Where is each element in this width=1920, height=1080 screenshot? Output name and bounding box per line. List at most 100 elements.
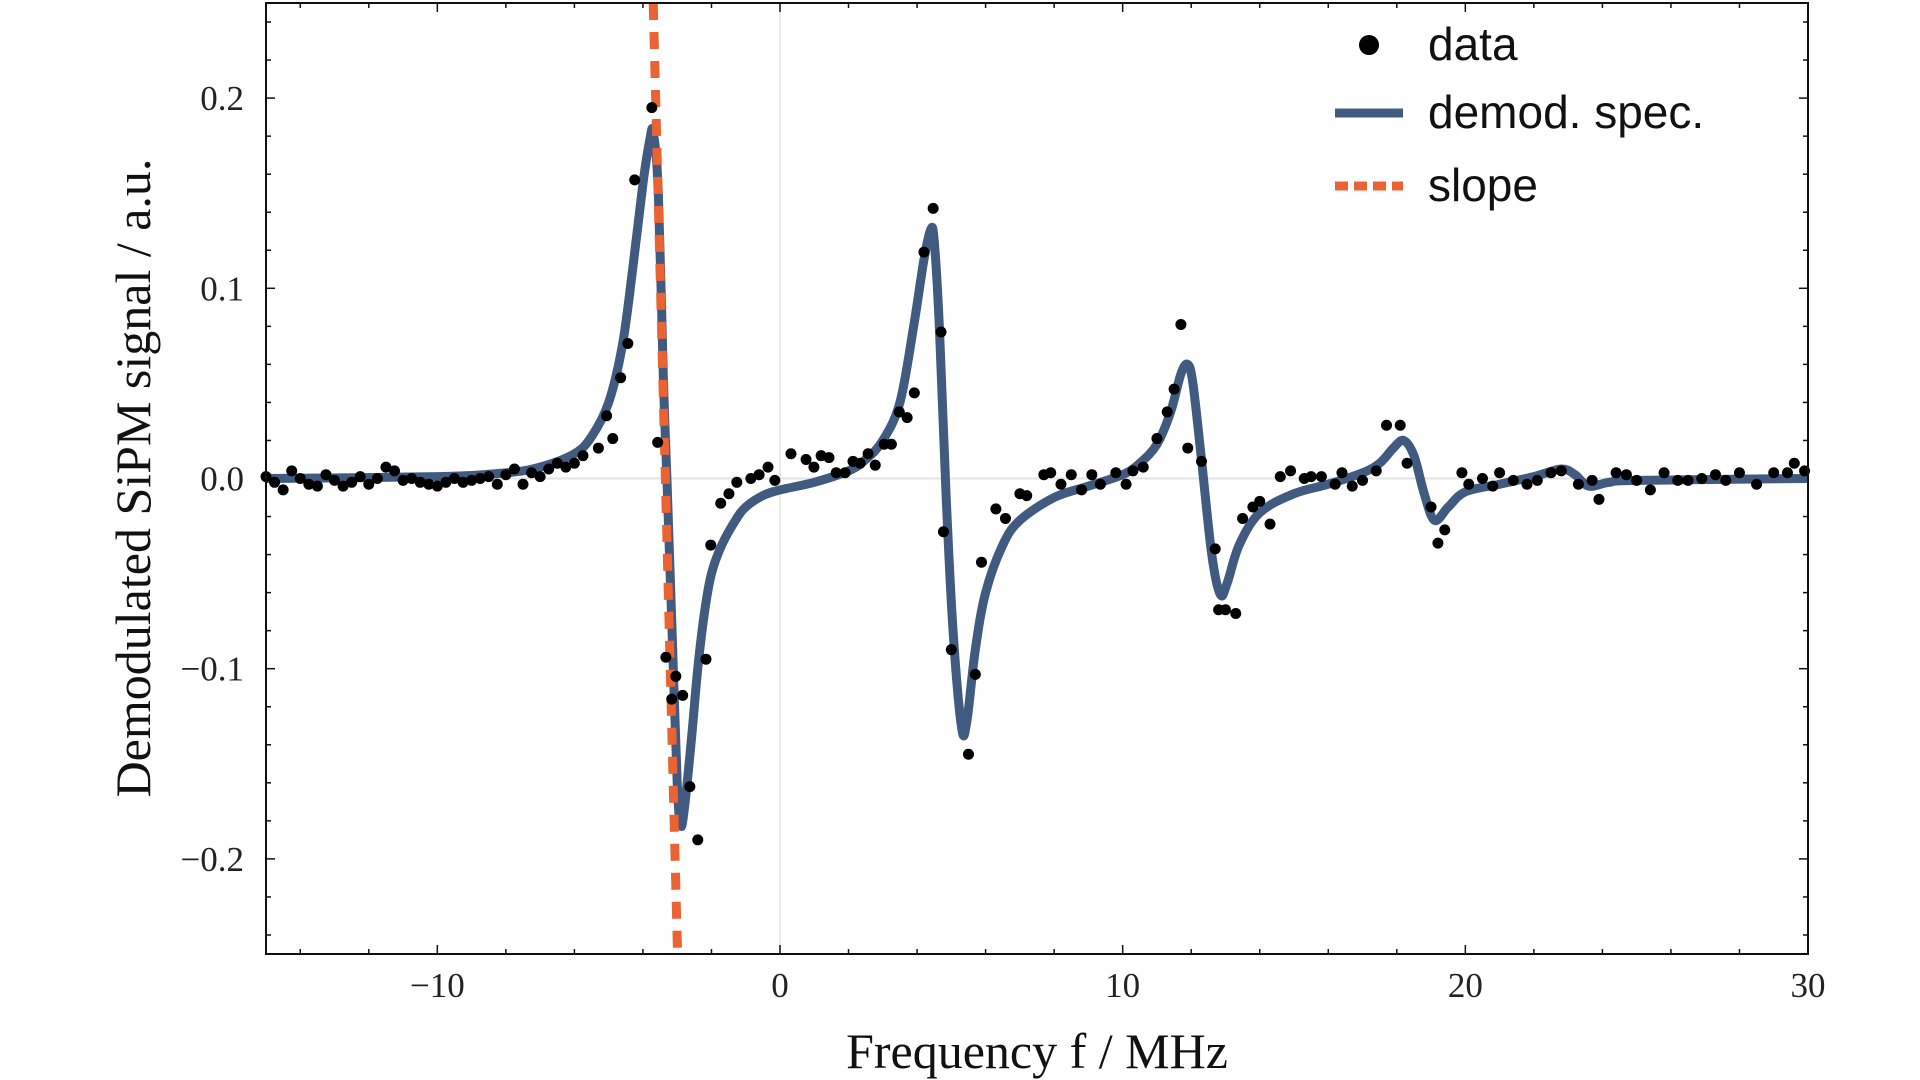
data-point: [303, 478, 315, 490]
data-point: [1781, 467, 1793, 479]
data-point: [935, 326, 947, 338]
data-point: [705, 539, 717, 551]
data-point: [1065, 469, 1077, 481]
plot-frame: [265, 2, 1809, 955]
data-point: [1110, 467, 1122, 479]
data-point: [346, 476, 358, 488]
data-point: [1168, 383, 1180, 395]
data-point: [363, 478, 375, 490]
data-point: [652, 436, 664, 448]
data-point: [1751, 478, 1763, 490]
data-point: [901, 412, 913, 424]
data-point: [560, 461, 572, 473]
data-point: [431, 480, 443, 492]
data-point: [1768, 467, 1780, 479]
x-tick-label: 0: [771, 966, 789, 1005]
data-point: [1644, 484, 1656, 496]
y-tick-label: 0.1: [200, 269, 244, 308]
data-point: [269, 476, 281, 488]
data-point: [1620, 469, 1632, 481]
data-point: [1357, 474, 1369, 486]
legend-slope-label: slope: [1428, 159, 1538, 211]
data-point: [601, 410, 613, 422]
data-point: [1555, 465, 1567, 477]
data-point: [1439, 524, 1451, 536]
data-point: [684, 781, 696, 793]
data-point: [1254, 495, 1266, 507]
data-point: [715, 497, 727, 509]
data-point: [1476, 473, 1488, 484]
data-point: [1545, 467, 1557, 479]
x-tick-label: 30: [1791, 966, 1826, 1005]
x-axis-label: Frequency f / MHz: [846, 1023, 1228, 1079]
data-point: [457, 476, 469, 488]
data-point: [577, 450, 589, 462]
slope-line: [648, 3, 683, 954]
data-point: [1381, 419, 1393, 431]
data-point: [800, 453, 812, 465]
data-point: [1658, 467, 1670, 479]
data-point: [808, 461, 820, 473]
data-point: [1045, 467, 1057, 479]
slope-line-layer: [648, 3, 683, 954]
data-point: [862, 448, 874, 460]
data-point: [869, 459, 881, 471]
data-point: [1463, 478, 1475, 490]
data-point: [1494, 467, 1506, 479]
data-point: [622, 337, 634, 349]
data-point: [491, 478, 503, 490]
fit-curve: [266, 124, 1808, 831]
data-point: [277, 484, 289, 496]
data-point: [908, 387, 920, 399]
data-point: [1720, 474, 1732, 486]
y-tick-label: 0.0: [200, 460, 244, 499]
data-point: [1094, 478, 1106, 490]
data-point: [762, 461, 774, 473]
data-point: [1219, 604, 1231, 616]
data-point: [1175, 318, 1187, 330]
legend-data-label: data: [1428, 18, 1518, 70]
data-point: [1593, 493, 1605, 505]
data-point: [1586, 474, 1598, 486]
data-point: [414, 476, 426, 488]
data-point: [1120, 478, 1132, 490]
data-point: [354, 471, 366, 483]
data-point: [551, 457, 563, 469]
data-point: [893, 406, 905, 418]
data-point: [1161, 406, 1173, 418]
data-point: [999, 512, 1011, 524]
data-point: [723, 488, 735, 500]
data-point: [1456, 467, 1468, 479]
x-tick-label: −10: [410, 966, 465, 1005]
data-point: [1425, 501, 1437, 513]
data-point: [1237, 512, 1249, 524]
data-point: [329, 474, 341, 486]
data-point: [1672, 474, 1684, 486]
data-point: [753, 469, 765, 481]
data-point: [337, 480, 349, 492]
data-point: [918, 246, 930, 258]
data-point: [1086, 469, 1098, 481]
data-point: [294, 473, 306, 484]
data-point: [745, 473, 757, 484]
data-point: [854, 457, 866, 469]
data-point: [945, 644, 957, 656]
data-point: [568, 457, 580, 469]
data-point: [543, 463, 555, 475]
data-point: [592, 442, 604, 454]
data-point: [1305, 471, 1317, 483]
data-point: [937, 526, 949, 538]
data-point: [517, 478, 529, 490]
data-point: [1733, 467, 1745, 479]
data-point: [1329, 478, 1341, 490]
data-point: [962, 748, 974, 760]
data-point: [1055, 478, 1067, 490]
data-point: [1209, 543, 1221, 555]
data-point: [677, 689, 689, 701]
data-point: [1021, 490, 1033, 502]
data-point: [1315, 471, 1327, 483]
data-point: [1631, 474, 1643, 486]
data-point: [769, 474, 781, 486]
x-tick-label: 20: [1448, 966, 1483, 1005]
